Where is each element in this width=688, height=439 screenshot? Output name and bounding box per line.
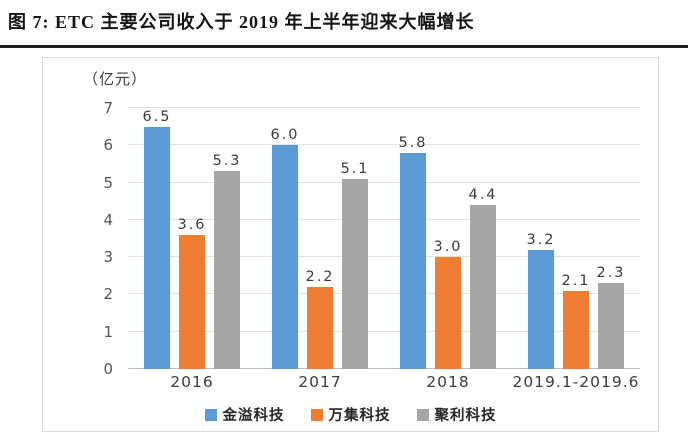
bar-wrap: 4.4 (468, 108, 498, 369)
bar-value-label: 5.8 (398, 134, 428, 151)
legend-item: 金溢科技 (204, 404, 285, 425)
gridline (128, 181, 640, 183)
bar (307, 286, 333, 369)
bar-value-label: 3.2 (526, 231, 556, 248)
gridline (128, 218, 640, 220)
legend: 金溢科技 万集科技 聚利科技 (43, 404, 658, 425)
bar-value-label: 6.0 (270, 127, 300, 144)
y-tick-label: 4 (103, 210, 113, 229)
bar (400, 152, 426, 369)
bar (144, 126, 170, 369)
gridline (128, 144, 640, 146)
x-axis-labels: 2016 2017 2018 2019.1-2019.6 (128, 373, 640, 391)
y-tick-label: 2 (103, 285, 113, 304)
legend-label: 万集科技 (328, 408, 391, 424)
bar-wrap: 5.1 (340, 108, 370, 369)
bar-value-label: 6.5 (142, 108, 172, 125)
y-axis-unit-label: （亿元） (83, 70, 148, 88)
bar-wrap: 3.0 (433, 108, 463, 369)
legend-swatch (204, 408, 217, 421)
bar-group: 6.0 2.2 5.1 (256, 108, 384, 369)
figure-title: 图 7: ETC 主要公司收入于 2019 年上半年迎来大幅增长 (8, 12, 475, 32)
legend-label: 聚利科技 (434, 408, 497, 424)
bar-value-label: 2.1 (561, 272, 591, 289)
x-tick-label: 2016 (170, 373, 214, 391)
bar (563, 290, 589, 369)
bar-wrap: 6.5 (142, 108, 172, 369)
bar (214, 171, 240, 369)
bar-value-label: 2.2 (305, 268, 335, 285)
y-tick-label: 0 (103, 360, 113, 378)
y-tick-label: 6 (103, 136, 113, 155)
x-tick-label: 2017 (298, 373, 342, 391)
bar-value-label: 5.3 (212, 153, 242, 170)
bar-wrap: 3.6 (177, 108, 207, 369)
bar (435, 257, 461, 369)
y-tick-label: 5 (103, 173, 113, 192)
bar (528, 249, 554, 369)
bar (342, 178, 368, 369)
bar-wrap: 2.2 (305, 108, 335, 369)
y-tick-label: 3 (103, 248, 113, 267)
bar-wrap: 5.3 (212, 108, 242, 369)
legend-item: 聚利科技 (416, 404, 497, 425)
bar-groups: 6.5 3.6 5.3 6.0 2.2 5.1 5.8 3.0 4.4 3.2 2.1 2.3 (128, 108, 640, 369)
legend-swatch (310, 408, 323, 421)
chart: （亿元） 0 1 2 3 4 5 6 7 6.5 3.6 5.3 6.0 2.2 5.1 5.8 3.0 4.4… (42, 57, 659, 432)
bar-group: 5.8 3.0 4.4 (384, 108, 512, 369)
gridline (128, 368, 640, 369)
bar-group: 3.2 2.1 2.3 (512, 108, 640, 369)
bar-wrap: 2.3 (596, 108, 626, 369)
x-tick-label: 2018 (426, 373, 470, 391)
bar-value-label: 2.3 (596, 265, 626, 282)
bar-wrap: 2.1 (561, 108, 591, 369)
bar (179, 234, 205, 369)
bar (470, 204, 496, 369)
gridline (128, 293, 640, 295)
gridline (128, 107, 640, 108)
legend-swatch (416, 408, 429, 421)
y-tick-label: 1 (103, 322, 113, 341)
bar-value-label: 5.1 (340, 160, 370, 177)
bar-group: 6.5 3.6 5.3 (128, 108, 256, 369)
legend-item: 万集科技 (310, 404, 391, 425)
bar (272, 145, 298, 369)
bar-wrap: 6.0 (270, 108, 300, 369)
bar-value-label: 3.6 (177, 216, 207, 233)
plot-area: 0 1 2 3 4 5 6 7 6.5 3.6 5.3 6.0 2.2 5.1 5.8 3.0 4.4 3.2 2.… (103, 99, 640, 378)
x-tick-label: 2019.1-2019.6 (512, 373, 640, 391)
legend-label: 金溢科技 (222, 408, 285, 424)
bar-value-label: 3.0 (433, 239, 463, 256)
y-tick-label: 7 (103, 99, 113, 117)
gridline (128, 330, 640, 332)
bar-wrap: 3.2 (526, 108, 556, 369)
bar-wrap: 5.8 (398, 108, 428, 369)
title-underline (0, 45, 688, 48)
bar (598, 283, 624, 369)
bar-value-label: 4.4 (468, 186, 498, 203)
gridline (128, 256, 640, 258)
